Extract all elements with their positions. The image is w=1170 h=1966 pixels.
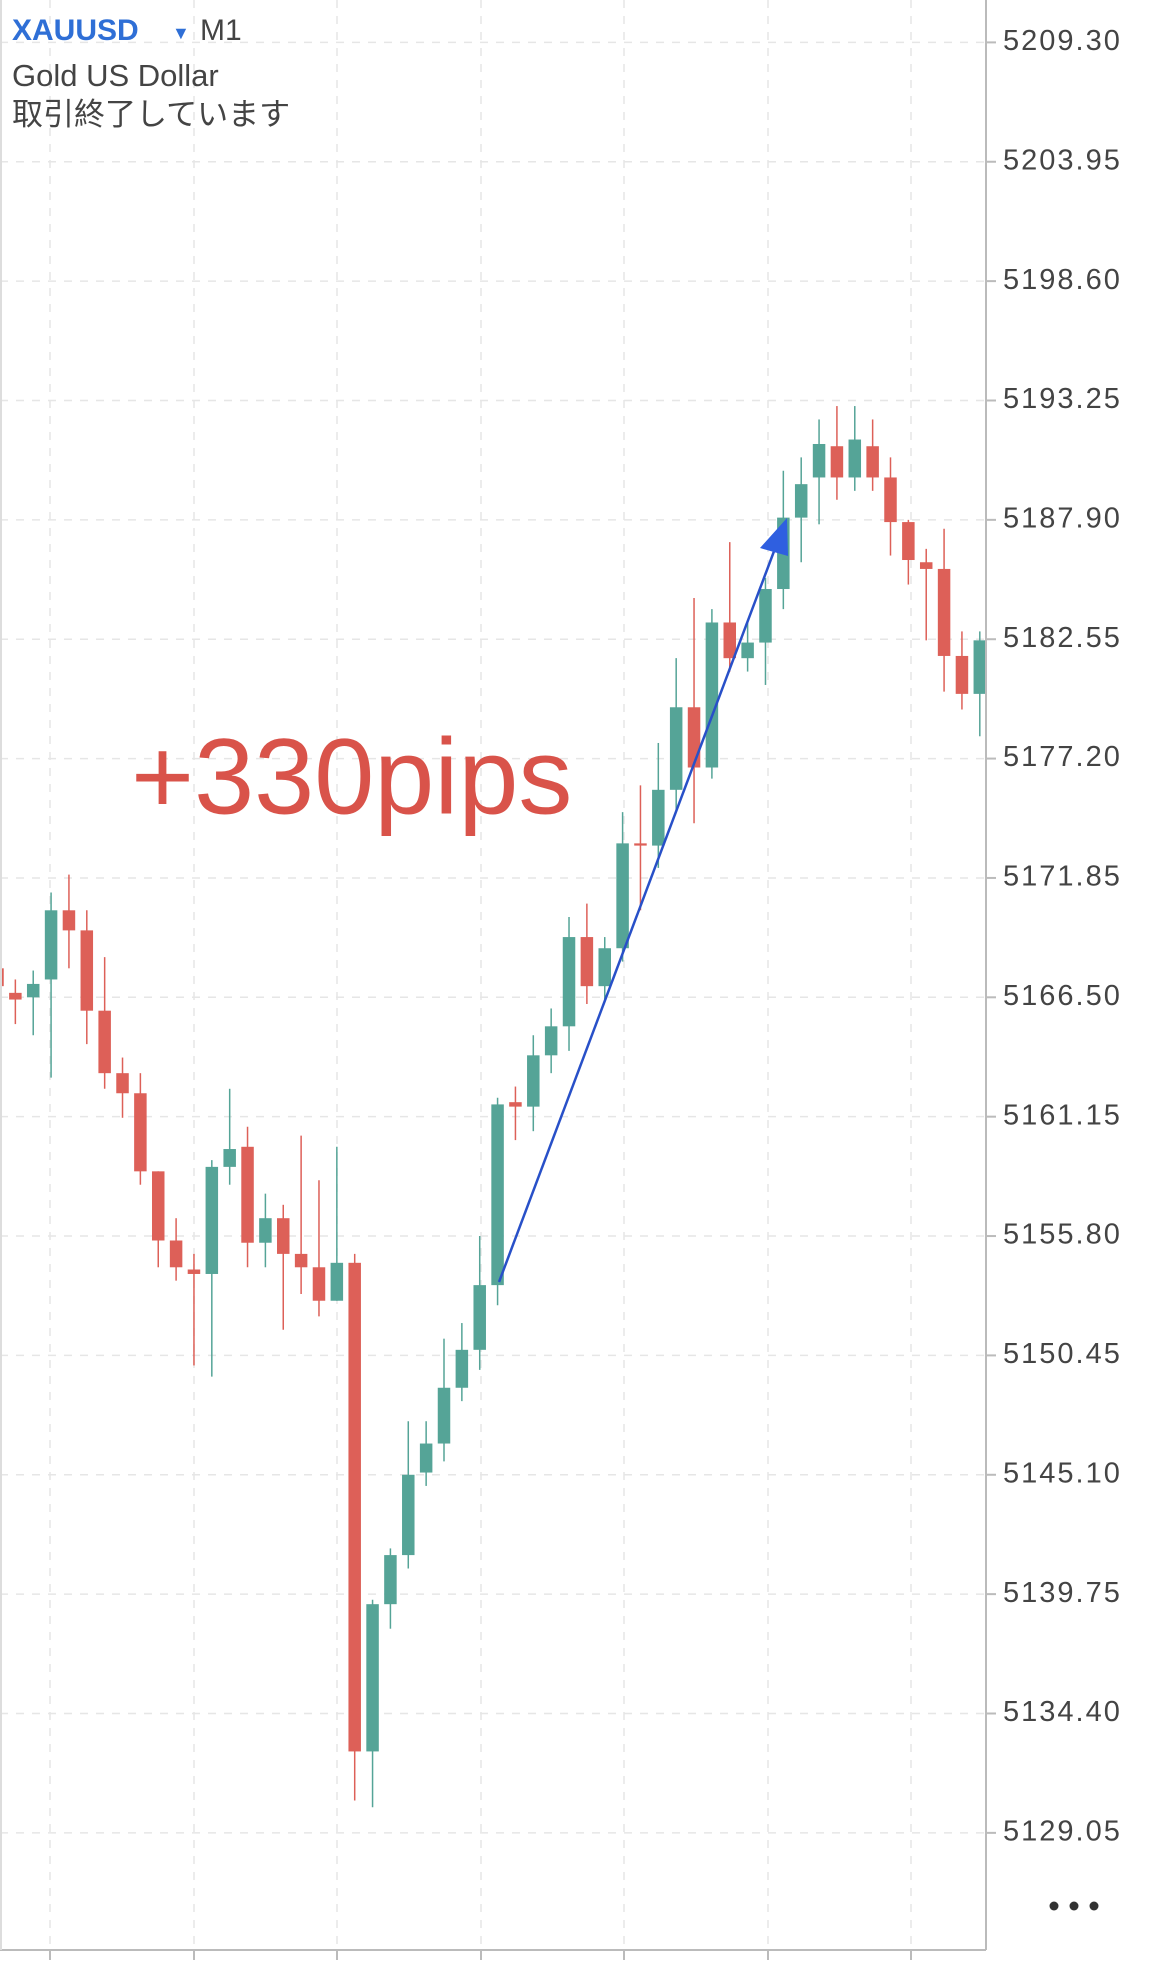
trend-arrow-head — [760, 518, 788, 556]
candle-body — [80, 930, 94, 1011]
y-tick-label: 5177.20 — [1003, 741, 1122, 773]
timeframe[interactable]: M1 — [200, 14, 242, 47]
candle-body — [330, 1262, 344, 1301]
candle-body — [598, 948, 611, 987]
candle-body — [348, 1262, 361, 1752]
candle-body — [794, 484, 808, 518]
candle-body — [669, 707, 683, 790]
candle-body — [509, 1102, 522, 1107]
candle-body — [884, 477, 897, 523]
price-axis: 5209.30 5203.95 5198.60 5193.25 5187.90 5182.… — [986, 25, 1122, 1848]
y-tick-label: 5145.10 — [1003, 1457, 1122, 1489]
candle-body — [223, 1149, 236, 1167]
candle-body — [44, 910, 58, 980]
candle-body — [437, 1387, 451, 1444]
candle-body — [580, 937, 594, 987]
candle-body — [634, 843, 647, 846]
candle-body — [848, 439, 862, 478]
candle-body — [402, 1474, 415, 1556]
candle-body — [652, 789, 665, 846]
subtitle: Gold US Dollar — [12, 58, 219, 93]
candle-body — [687, 707, 701, 768]
candle-body — [151, 1171, 165, 1241]
candle-body — [187, 1269, 201, 1274]
candle-body — [277, 1218, 290, 1254]
candles — [0, 406, 986, 1808]
candle-body — [866, 446, 879, 478]
candle-body — [902, 522, 915, 561]
y-tick-label: 5155.80 — [1003, 1219, 1122, 1251]
candle-body — [491, 1104, 504, 1286]
candle-body — [919, 562, 933, 569]
candle-body — [294, 1253, 308, 1268]
y-tick-label: 5187.90 — [1003, 503, 1122, 535]
candle-body — [62, 910, 76, 931]
candle-body — [366, 1604, 379, 1752]
candle-body — [384, 1555, 397, 1605]
candle-body — [544, 1026, 558, 1056]
candle-body — [312, 1267, 326, 1301]
candle-body — [9, 992, 22, 1000]
menu-dot — [1069, 1901, 1079, 1911]
symbol[interactable]: XAUUSD — [12, 14, 139, 47]
candle-body — [169, 1240, 183, 1268]
y-tick-label: 5150.45 — [1003, 1338, 1122, 1370]
candle-body — [134, 1093, 147, 1172]
menu-dot — [1089, 1901, 1099, 1911]
candle-body — [419, 1443, 433, 1473]
y-tick-label: 5198.60 — [1003, 264, 1122, 296]
y-tick-label: 5182.55 — [1003, 622, 1122, 654]
candle-body — [259, 1218, 272, 1243]
trend-arrow — [497, 529, 784, 1283]
candle-body — [241, 1146, 254, 1243]
candle-body — [116, 1073, 129, 1094]
y-tick-label: 5161.15 — [1003, 1099, 1122, 1131]
candle-body — [616, 843, 629, 949]
grid — [0, 0, 986, 1960]
y-tick-label: 5129.05 — [1003, 1816, 1122, 1848]
status: 取引終了しています — [12, 97, 290, 132]
y-tick-label: 5139.75 — [1003, 1577, 1122, 1609]
candle-body — [473, 1285, 486, 1350]
candle-body — [98, 1010, 111, 1074]
candle-body — [723, 622, 737, 659]
candle-body — [741, 642, 754, 659]
candle-body — [205, 1166, 219, 1274]
y-tick-label: 5209.30 — [1003, 25, 1122, 57]
candle-body — [705, 622, 719, 768]
candle-body — [26, 983, 40, 998]
candle-body — [759, 589, 772, 643]
candle-body — [562, 937, 576, 1027]
y-tick-label: 5203.95 — [1003, 144, 1122, 176]
symbol-dropdown-icon[interactable]: ▼ — [172, 23, 190, 43]
y-tick-label: 5171.85 — [1003, 861, 1122, 893]
y-tick-label: 5166.50 — [1003, 980, 1122, 1012]
candle-body — [955, 655, 969, 694]
candle-body — [812, 443, 826, 478]
more-menu[interactable] — [1049, 1901, 1099, 1911]
y-tick-label: 5134.40 — [1003, 1696, 1122, 1728]
annotation: +330pips — [131, 716, 572, 837]
candle-body — [973, 640, 986, 694]
menu-dot — [1049, 1901, 1059, 1911]
candle-body — [527, 1055, 540, 1107]
candle-body — [937, 568, 951, 656]
y-tick-label: 5193.25 — [1003, 383, 1122, 415]
candle-body — [455, 1349, 469, 1388]
candle-body — [830, 446, 844, 478]
